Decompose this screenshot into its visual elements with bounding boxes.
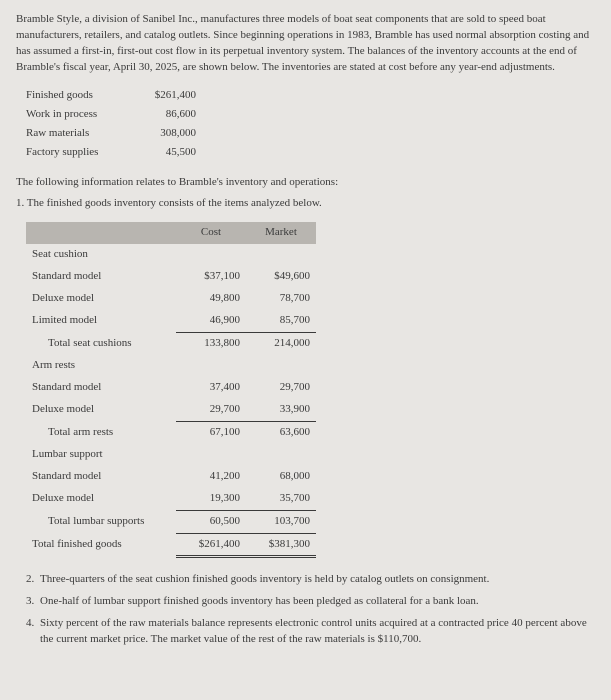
subtotal-cost: 60,500 xyxy=(176,510,246,533)
subtotal-label: Total arm rests xyxy=(26,421,176,443)
note-text: One-half of lumbar support finished good… xyxy=(40,594,595,610)
inv-value: $261,400 xyxy=(131,88,196,104)
inv-row: Work in process 86,600 xyxy=(26,107,595,123)
note-text: Sixty percent of the raw materials balan… xyxy=(40,616,595,648)
row-cost: 49,800 xyxy=(176,288,246,310)
note-number: 4. xyxy=(16,616,40,648)
inv-label: Raw materials xyxy=(26,126,131,142)
note-row: 3. One-half of lumbar support finished g… xyxy=(16,594,595,610)
row-cost: 41,200 xyxy=(176,466,246,488)
row-label: Deluxe model xyxy=(26,399,176,421)
inventory-accounts-list: Finished goods $261,400 Work in process … xyxy=(26,88,595,161)
group-title-row: Seat cushion xyxy=(26,244,316,266)
inv-row: Finished goods $261,400 xyxy=(26,88,595,104)
subtotal-row: Total arm rests67,10063,600 xyxy=(26,421,316,443)
note-row: 4. Sixty percent of the raw materials ba… xyxy=(16,616,595,648)
section-lead: The following information relates to Bra… xyxy=(16,175,595,191)
inv-value: 308,000 xyxy=(131,126,196,142)
row-label: Standard model xyxy=(26,266,176,288)
inv-row: Factory supplies 45,500 xyxy=(26,145,595,161)
row-label: Limited model xyxy=(26,310,176,332)
table-row: Standard model$37,100$49,600 xyxy=(26,266,316,288)
subtotal-cost: 133,800 xyxy=(176,333,246,355)
note-number: 2. xyxy=(16,572,40,588)
row-label: Deluxe model xyxy=(26,288,176,310)
note-row: 2. Three-quarters of the seat cushion fi… xyxy=(16,572,595,588)
inv-value: 86,600 xyxy=(131,107,196,123)
market-header: Market xyxy=(246,222,316,244)
subtotal-row: Total lumbar supports60,500103,700 xyxy=(26,510,316,533)
group-title: Seat cushion xyxy=(26,244,176,266)
note-number: 3. xyxy=(16,594,40,610)
subtotal-row: Total seat cushions133,800214,000 xyxy=(26,333,316,355)
group-title: Arm rests xyxy=(26,355,176,377)
table-row: Standard model41,20068,000 xyxy=(26,466,316,488)
row-market: 33,900 xyxy=(246,399,316,421)
cost-header: Cost xyxy=(176,222,246,244)
inv-value: 45,500 xyxy=(131,145,196,161)
row-cost: 19,300 xyxy=(176,488,246,510)
group-title-row: Lumbar support xyxy=(26,444,316,466)
table-row: Deluxe model19,30035,700 xyxy=(26,488,316,510)
row-label: Standard model xyxy=(26,377,176,399)
inv-label: Finished goods xyxy=(26,88,131,104)
row-cost: 46,900 xyxy=(176,310,246,332)
grand-label: Total finished goods xyxy=(26,533,176,557)
row-market: $49,600 xyxy=(246,266,316,288)
finished-goods-table: Cost Market Seat cushion Standard model$… xyxy=(26,222,316,558)
table-row: Standard model37,40029,700 xyxy=(26,377,316,399)
subtotal-label: Total seat cushions xyxy=(26,333,176,355)
subtotal-market: 214,000 xyxy=(246,333,316,355)
note-1: 1. The finished goods inventory consists… xyxy=(16,196,595,212)
row-market: 29,700 xyxy=(246,377,316,399)
table-row: Deluxe model49,80078,700 xyxy=(26,288,316,310)
row-label: Deluxe model xyxy=(26,488,176,510)
subtotal-cost: 67,100 xyxy=(176,421,246,443)
row-cost: $37,100 xyxy=(176,266,246,288)
row-cost: 37,400 xyxy=(176,377,246,399)
grand-market: $381,300 xyxy=(246,533,316,557)
intro-text: Bramble Style, a division of Sanibel Inc… xyxy=(16,13,589,73)
inv-label: Work in process xyxy=(26,107,131,123)
subtotal-market: 63,600 xyxy=(246,421,316,443)
subtotal-market: 103,700 xyxy=(246,510,316,533)
table-row: Deluxe model29,70033,900 xyxy=(26,399,316,421)
row-market: 68,000 xyxy=(246,466,316,488)
group-title: Lumbar support xyxy=(26,444,176,466)
table-header-row: Cost Market xyxy=(26,222,316,244)
row-label: Standard model xyxy=(26,466,176,488)
inv-label: Factory supplies xyxy=(26,145,131,161)
inv-row: Raw materials 308,000 xyxy=(26,126,595,142)
row-market: 85,700 xyxy=(246,310,316,332)
row-cost: 29,700 xyxy=(176,399,246,421)
grand-total-row: Total finished goods$261,400$381,300 xyxy=(26,533,316,557)
grand-cost: $261,400 xyxy=(176,533,246,557)
table-row: Limited model46,90085,700 xyxy=(26,310,316,332)
row-market: 35,700 xyxy=(246,488,316,510)
note-text: Three-quarters of the seat cushion finis… xyxy=(40,572,595,588)
notes-list: 2. Three-quarters of the seat cushion fi… xyxy=(16,572,595,648)
blank-header xyxy=(26,222,176,244)
row-market: 78,700 xyxy=(246,288,316,310)
subtotal-label: Total lumbar supports xyxy=(26,510,176,533)
intro-paragraph: Bramble Style, a division of Sanibel Inc… xyxy=(16,12,595,76)
group-title-row: Arm rests xyxy=(26,355,316,377)
